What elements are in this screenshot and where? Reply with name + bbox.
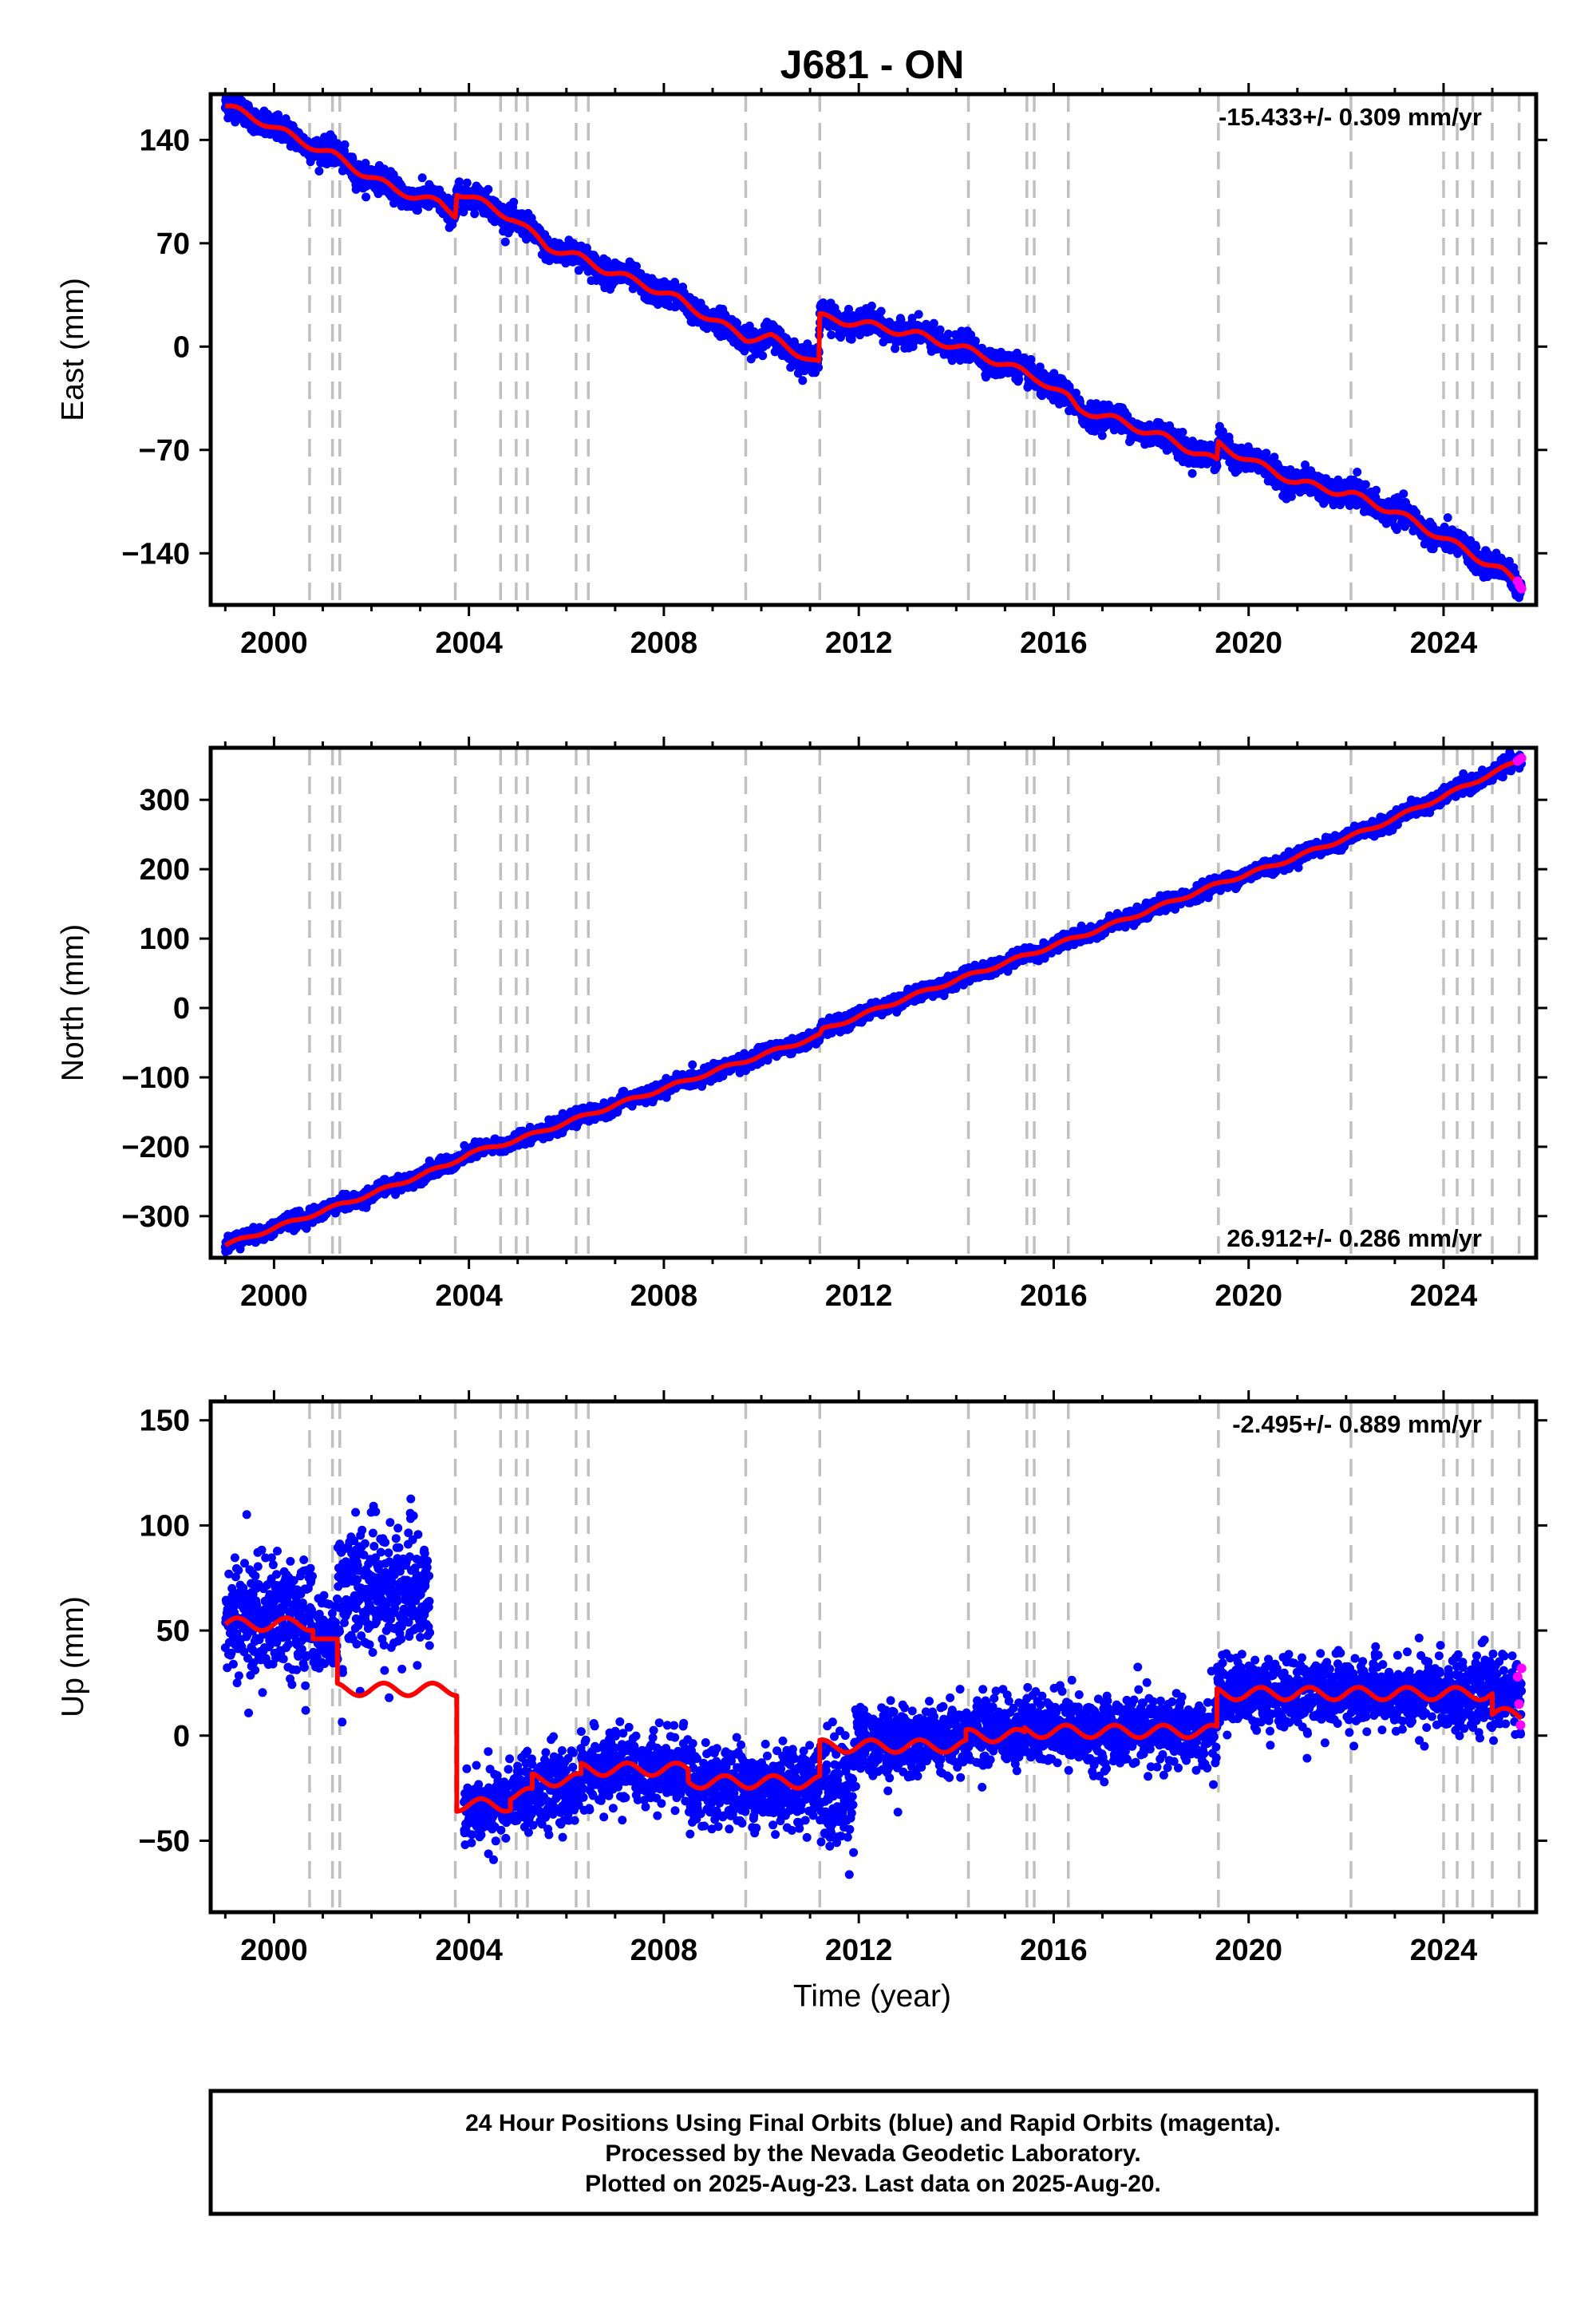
- rapid-orbit-point: [1516, 1663, 1527, 1674]
- y-tick-label: 150: [140, 1405, 190, 1438]
- x-tick-label: 2008: [630, 1934, 698, 1967]
- x-tick-label: 2024: [1410, 1934, 1478, 1967]
- y-tick-label: −100: [121, 1061, 190, 1095]
- final-orbit-markers: [220, 94, 1527, 603]
- final-orbit-points: [220, 94, 1527, 603]
- x-tick-label: 2004: [435, 1934, 503, 1967]
- rapid-orbit-point: [1512, 1672, 1523, 1682]
- x-tick-label: 2024: [1410, 1279, 1478, 1313]
- y-tick-label: −140: [121, 537, 190, 571]
- y-tick-label: −200: [121, 1131, 190, 1164]
- footer-box: [208, 2089, 1539, 2216]
- x-tick-label: 2000: [240, 626, 308, 660]
- plot-frame: [208, 92, 1539, 607]
- rate-annotation: 26.912+/- 0.286 mm/yr: [1227, 1224, 1482, 1252]
- x-tick-label: 2004: [435, 1279, 503, 1313]
- rapid-orbit-point: [1514, 1699, 1524, 1709]
- x-tick-label: 2016: [1020, 1934, 1088, 1967]
- x-tick-label: 2004: [435, 626, 503, 660]
- north-panel: 2000 2004 2008 2012 2016 2020 2024 300 200 100 0 −1…: [56, 737, 1547, 1313]
- rapid-orbit-point: [1515, 1720, 1526, 1730]
- y-axis-label: North (mm): [56, 924, 90, 1081]
- x-tick-label: 2016: [1020, 626, 1088, 660]
- x-tick-label: 2008: [630, 1279, 698, 1313]
- y-tick-label: 300: [140, 784, 190, 817]
- x-tick-label: 2024: [1410, 626, 1478, 660]
- x-tick-label: 2000: [240, 1934, 308, 1967]
- rate-annotation: -2.495+/- 0.889 mm/yr: [1232, 1410, 1482, 1438]
- east-panel: 2000 2004 2008 2012 2016 2020 2024 140 70 0 −70 −14…: [56, 83, 1547, 660]
- footer-line-3: Plotted on 2025-Aug-23. Last data on 202…: [585, 2171, 1161, 2197]
- rate-annotation: -15.433+/- 0.309 mm/yr: [1219, 103, 1482, 131]
- y-tick-label: −300: [121, 1200, 190, 1234]
- x-tick-label: 2020: [1215, 1934, 1282, 1967]
- x-tick-label: 2020: [1215, 1279, 1282, 1313]
- up-panel: 2000 2004 2008 2012 2016 2020 2024 150 100 50 0 −50…: [56, 1390, 1547, 1967]
- model-line: [223, 1615, 1524, 1814]
- plot-frame: [208, 1399, 1539, 1915]
- y-tick-label: 0: [173, 330, 190, 364]
- y-tick-label: 200: [140, 853, 190, 887]
- x-tick-label: 2016: [1020, 1279, 1088, 1313]
- x-axis-label: Time (year): [793, 1979, 951, 2014]
- plot-area: [220, 748, 1527, 1258]
- y-tick-label: −70: [139, 434, 190, 468]
- y-axis-label: Up (mm): [56, 1596, 90, 1717]
- footer-line-1: 24 Hour Positions Using Final Orbits (bl…: [465, 2110, 1281, 2136]
- x-tick-label: 2012: [825, 1934, 893, 1967]
- y-tick-label: 140: [140, 124, 190, 157]
- rapid-orbit-point: [1516, 583, 1527, 594]
- y-tick-label: 0: [173, 992, 190, 1026]
- model-line: [223, 103, 1524, 591]
- y-tick-label: −50: [139, 1824, 190, 1858]
- chart-title: J681 - ON: [780, 42, 965, 87]
- y-axis-label: East (mm): [56, 278, 90, 421]
- plot-frame: [208, 745, 1539, 1260]
- x-tick-label: 2012: [825, 1279, 893, 1313]
- y-tick-label: 50: [156, 1614, 190, 1648]
- plot-area: [220, 1401, 1527, 1912]
- footer-line-2: Processed by the Nevada Geodetic Laborat…: [605, 2140, 1140, 2167]
- model-line: [223, 758, 1524, 1247]
- x-tick-label: 2012: [825, 626, 893, 660]
- rapid-orbit-point: [1516, 753, 1527, 764]
- x-tick-label: 2000: [240, 1279, 308, 1313]
- y-tick-label: 100: [140, 1509, 190, 1543]
- final-orbit-markers: [220, 1494, 1527, 1879]
- y-tick-label: 0: [173, 1720, 190, 1753]
- y-tick-label: 70: [156, 227, 190, 261]
- final-orbit-points: [220, 1494, 1527, 1879]
- y-tick-label: 100: [140, 923, 190, 956]
- plot-area: [220, 94, 1527, 605]
- x-tick-label: 2008: [630, 626, 698, 660]
- x-tick-label: 2020: [1215, 626, 1282, 660]
